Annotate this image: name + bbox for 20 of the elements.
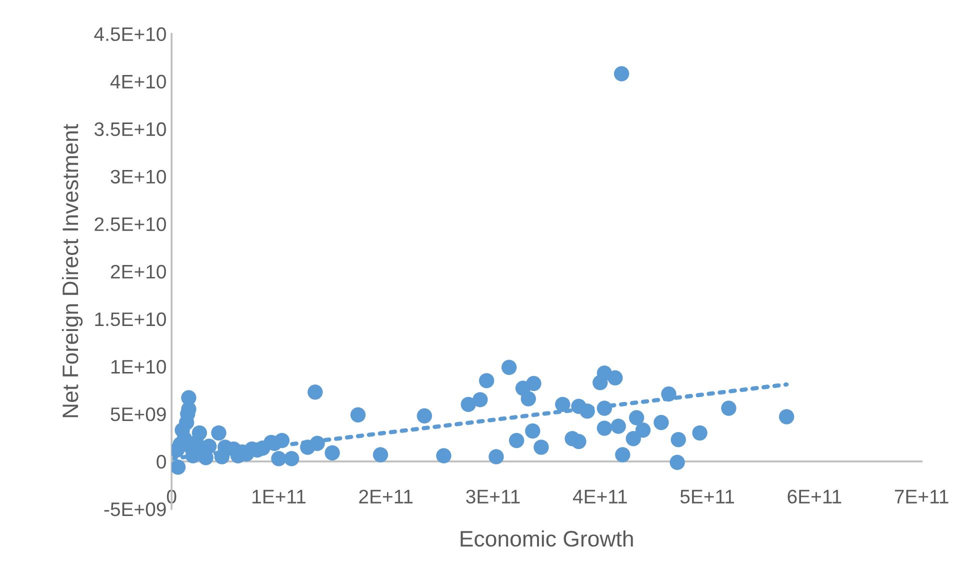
y-tick-label: 5E+09 xyxy=(110,407,166,422)
y-tick-label: 4.5E+10 xyxy=(94,27,166,42)
x-tick-label: 4E+11 xyxy=(572,490,627,504)
y-tick-label: 3E+10 xyxy=(110,170,166,184)
y-tick-label: -5E+09 xyxy=(104,502,166,516)
x-tick-label: 1E+11 xyxy=(252,490,306,504)
y-axis-title: Net Foreign Direct Investment xyxy=(62,124,83,418)
x-axis-title: Economic Growth xyxy=(460,530,633,547)
y-tick-label: 0 xyxy=(156,454,166,469)
y-tick-label: 2E+10 xyxy=(110,264,166,279)
x-tick-label: 7E+11 xyxy=(894,490,948,504)
x-tick-label: 2E+11 xyxy=(359,490,413,504)
x-tick-label: 5E+11 xyxy=(680,490,734,504)
y-tick-label: 3.5E+10 xyxy=(94,122,166,136)
y-tick-label: 4E+10 xyxy=(110,74,166,89)
x-tick-label: 6E+11 xyxy=(788,490,842,504)
x-tick-label: 3E+11 xyxy=(466,490,520,504)
y-tick-label: 2.5E+10 xyxy=(94,217,166,232)
y-tick-label: 1.5E+10 xyxy=(95,312,166,326)
y-tick-label: 1E+10 xyxy=(111,360,166,374)
